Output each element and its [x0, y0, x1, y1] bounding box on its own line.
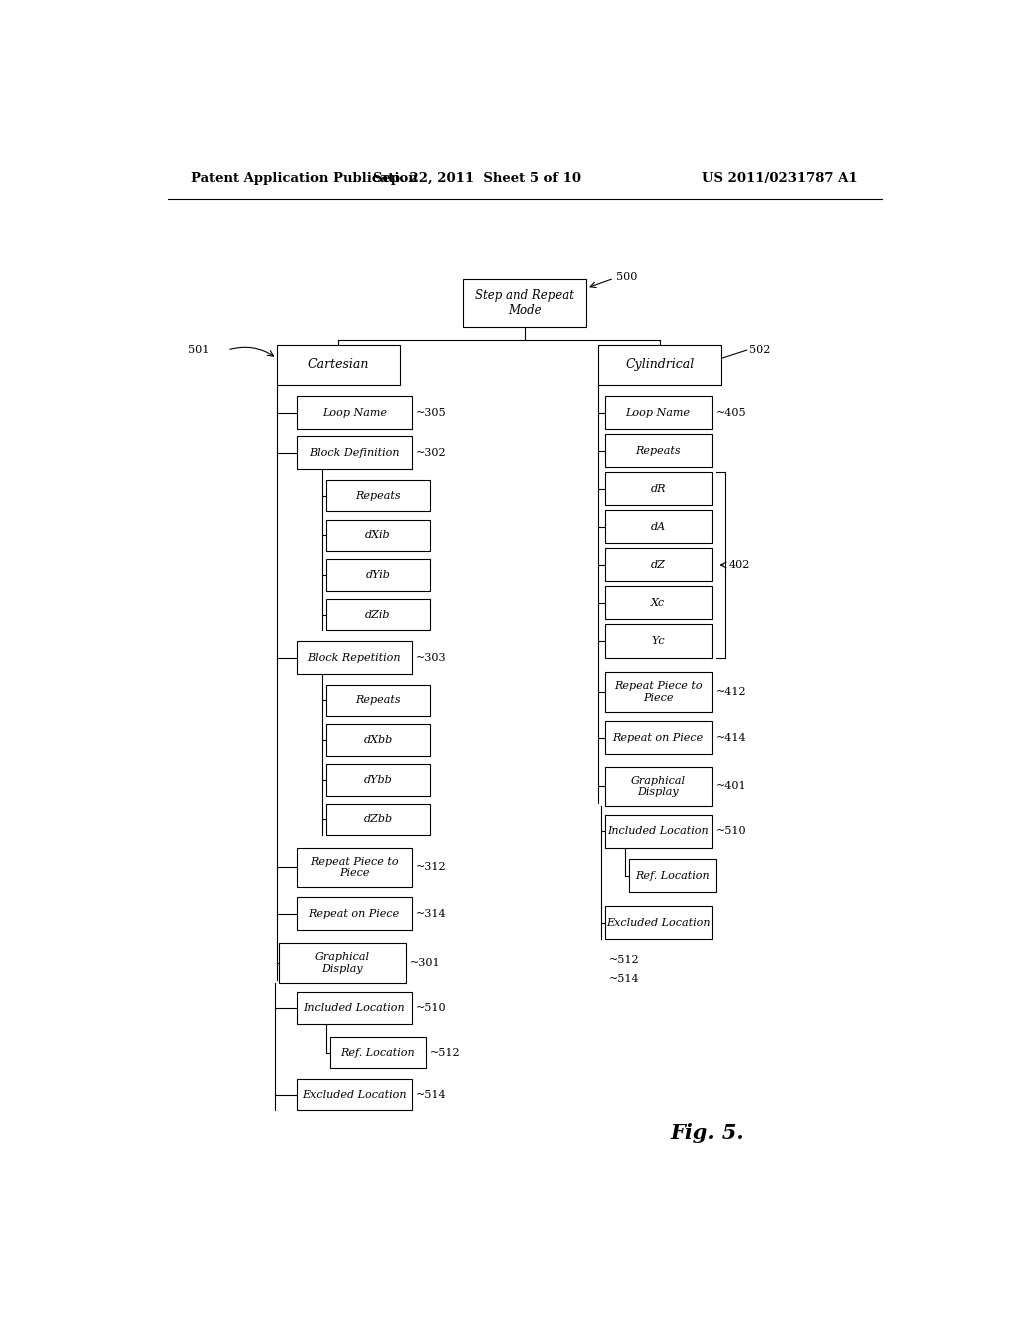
FancyBboxPatch shape — [327, 725, 430, 756]
FancyBboxPatch shape — [463, 279, 587, 327]
FancyBboxPatch shape — [297, 898, 412, 931]
Text: Yc: Yc — [651, 636, 665, 645]
FancyBboxPatch shape — [604, 907, 712, 940]
Text: Fig. 5.: Fig. 5. — [671, 1123, 744, 1143]
Text: Repeats: Repeats — [355, 491, 400, 500]
Text: Block Definition: Block Definition — [309, 447, 399, 458]
FancyBboxPatch shape — [604, 586, 712, 619]
Text: dZib: dZib — [366, 610, 391, 619]
Text: Cylindrical: Cylindrical — [625, 359, 694, 371]
FancyBboxPatch shape — [276, 345, 399, 385]
Text: Repeat on Piece: Repeat on Piece — [308, 908, 399, 919]
Text: ~512: ~512 — [608, 954, 639, 965]
FancyBboxPatch shape — [327, 480, 430, 511]
Text: dXib: dXib — [366, 531, 391, 540]
Text: ~303: ~303 — [416, 652, 446, 663]
FancyBboxPatch shape — [604, 396, 712, 429]
Text: ~412: ~412 — [716, 688, 746, 697]
Text: Sep. 22, 2011  Sheet 5 of 10: Sep. 22, 2011 Sheet 5 of 10 — [373, 172, 582, 185]
Text: Repeat Piece to
Piece: Repeat Piece to Piece — [613, 681, 702, 704]
Text: ~414: ~414 — [716, 733, 746, 743]
Text: ~512: ~512 — [430, 1048, 460, 1057]
Text: Step and Repeat
Mode: Step and Repeat Mode — [475, 289, 574, 317]
Text: dR: dR — [650, 484, 666, 494]
Text: dA: dA — [650, 521, 666, 532]
FancyBboxPatch shape — [279, 944, 406, 983]
FancyBboxPatch shape — [327, 764, 430, 796]
Text: 402: 402 — [728, 560, 750, 570]
Text: Repeats: Repeats — [355, 696, 400, 705]
Text: dYib: dYib — [366, 570, 390, 579]
Text: Cartesian: Cartesian — [307, 359, 369, 371]
FancyBboxPatch shape — [327, 520, 430, 550]
FancyBboxPatch shape — [297, 436, 412, 469]
Text: 502: 502 — [749, 345, 770, 355]
Text: Loop Name: Loop Name — [322, 408, 387, 418]
FancyBboxPatch shape — [604, 624, 712, 657]
Text: ~510: ~510 — [416, 1003, 446, 1012]
Text: ~514: ~514 — [416, 1089, 446, 1100]
Text: Repeat Piece to
Piece: Repeat Piece to Piece — [310, 857, 398, 878]
FancyBboxPatch shape — [297, 642, 412, 675]
Text: Excluded Location: Excluded Location — [606, 917, 711, 928]
Text: ~510: ~510 — [716, 826, 746, 836]
FancyBboxPatch shape — [598, 345, 721, 385]
Text: Graphical
Display: Graphical Display — [314, 953, 370, 974]
Text: 500: 500 — [616, 272, 638, 281]
Text: Graphical
Display: Graphical Display — [631, 776, 686, 797]
Text: ~514: ~514 — [608, 974, 639, 983]
Text: dZbb: dZbb — [364, 814, 392, 825]
FancyBboxPatch shape — [604, 672, 712, 711]
Text: Repeats: Repeats — [635, 446, 681, 455]
Text: dZ: dZ — [650, 560, 666, 570]
Text: ~305: ~305 — [416, 408, 446, 418]
Text: Repeat on Piece: Repeat on Piece — [612, 733, 703, 743]
Text: dYbb: dYbb — [364, 775, 392, 785]
FancyBboxPatch shape — [297, 396, 412, 429]
FancyBboxPatch shape — [297, 993, 412, 1023]
FancyBboxPatch shape — [604, 511, 712, 544]
FancyBboxPatch shape — [629, 859, 716, 892]
Text: Loop Name: Loop Name — [626, 408, 690, 418]
FancyBboxPatch shape — [331, 1036, 426, 1068]
FancyBboxPatch shape — [604, 721, 712, 754]
FancyBboxPatch shape — [604, 548, 712, 582]
Text: dXbb: dXbb — [364, 735, 392, 746]
FancyBboxPatch shape — [604, 434, 712, 467]
Text: Block Repetition: Block Repetition — [307, 652, 401, 663]
FancyBboxPatch shape — [604, 767, 712, 807]
FancyBboxPatch shape — [327, 685, 430, 717]
Text: ~401: ~401 — [716, 781, 746, 792]
Text: Included Location: Included Location — [303, 1003, 404, 1012]
Text: Xc: Xc — [651, 598, 666, 609]
Text: 501: 501 — [187, 345, 209, 355]
FancyBboxPatch shape — [327, 599, 430, 630]
Text: ~302: ~302 — [416, 447, 446, 458]
Text: ~301: ~301 — [410, 958, 440, 969]
Text: ~312: ~312 — [416, 862, 446, 873]
FancyBboxPatch shape — [297, 1078, 412, 1110]
FancyBboxPatch shape — [604, 473, 712, 506]
Text: Included Location: Included Location — [607, 826, 709, 836]
FancyBboxPatch shape — [604, 814, 712, 847]
Text: Patent Application Publication: Patent Application Publication — [191, 172, 418, 185]
Text: ~314: ~314 — [416, 908, 446, 919]
Text: Ref. Location: Ref. Location — [341, 1048, 416, 1057]
Text: Ref. Location: Ref. Location — [635, 871, 710, 880]
Text: Excluded Location: Excluded Location — [302, 1089, 407, 1100]
FancyBboxPatch shape — [327, 804, 430, 836]
FancyBboxPatch shape — [327, 560, 430, 590]
FancyBboxPatch shape — [297, 847, 412, 887]
Text: ~405: ~405 — [716, 408, 746, 418]
Text: US 2011/0231787 A1: US 2011/0231787 A1 — [702, 172, 858, 185]
